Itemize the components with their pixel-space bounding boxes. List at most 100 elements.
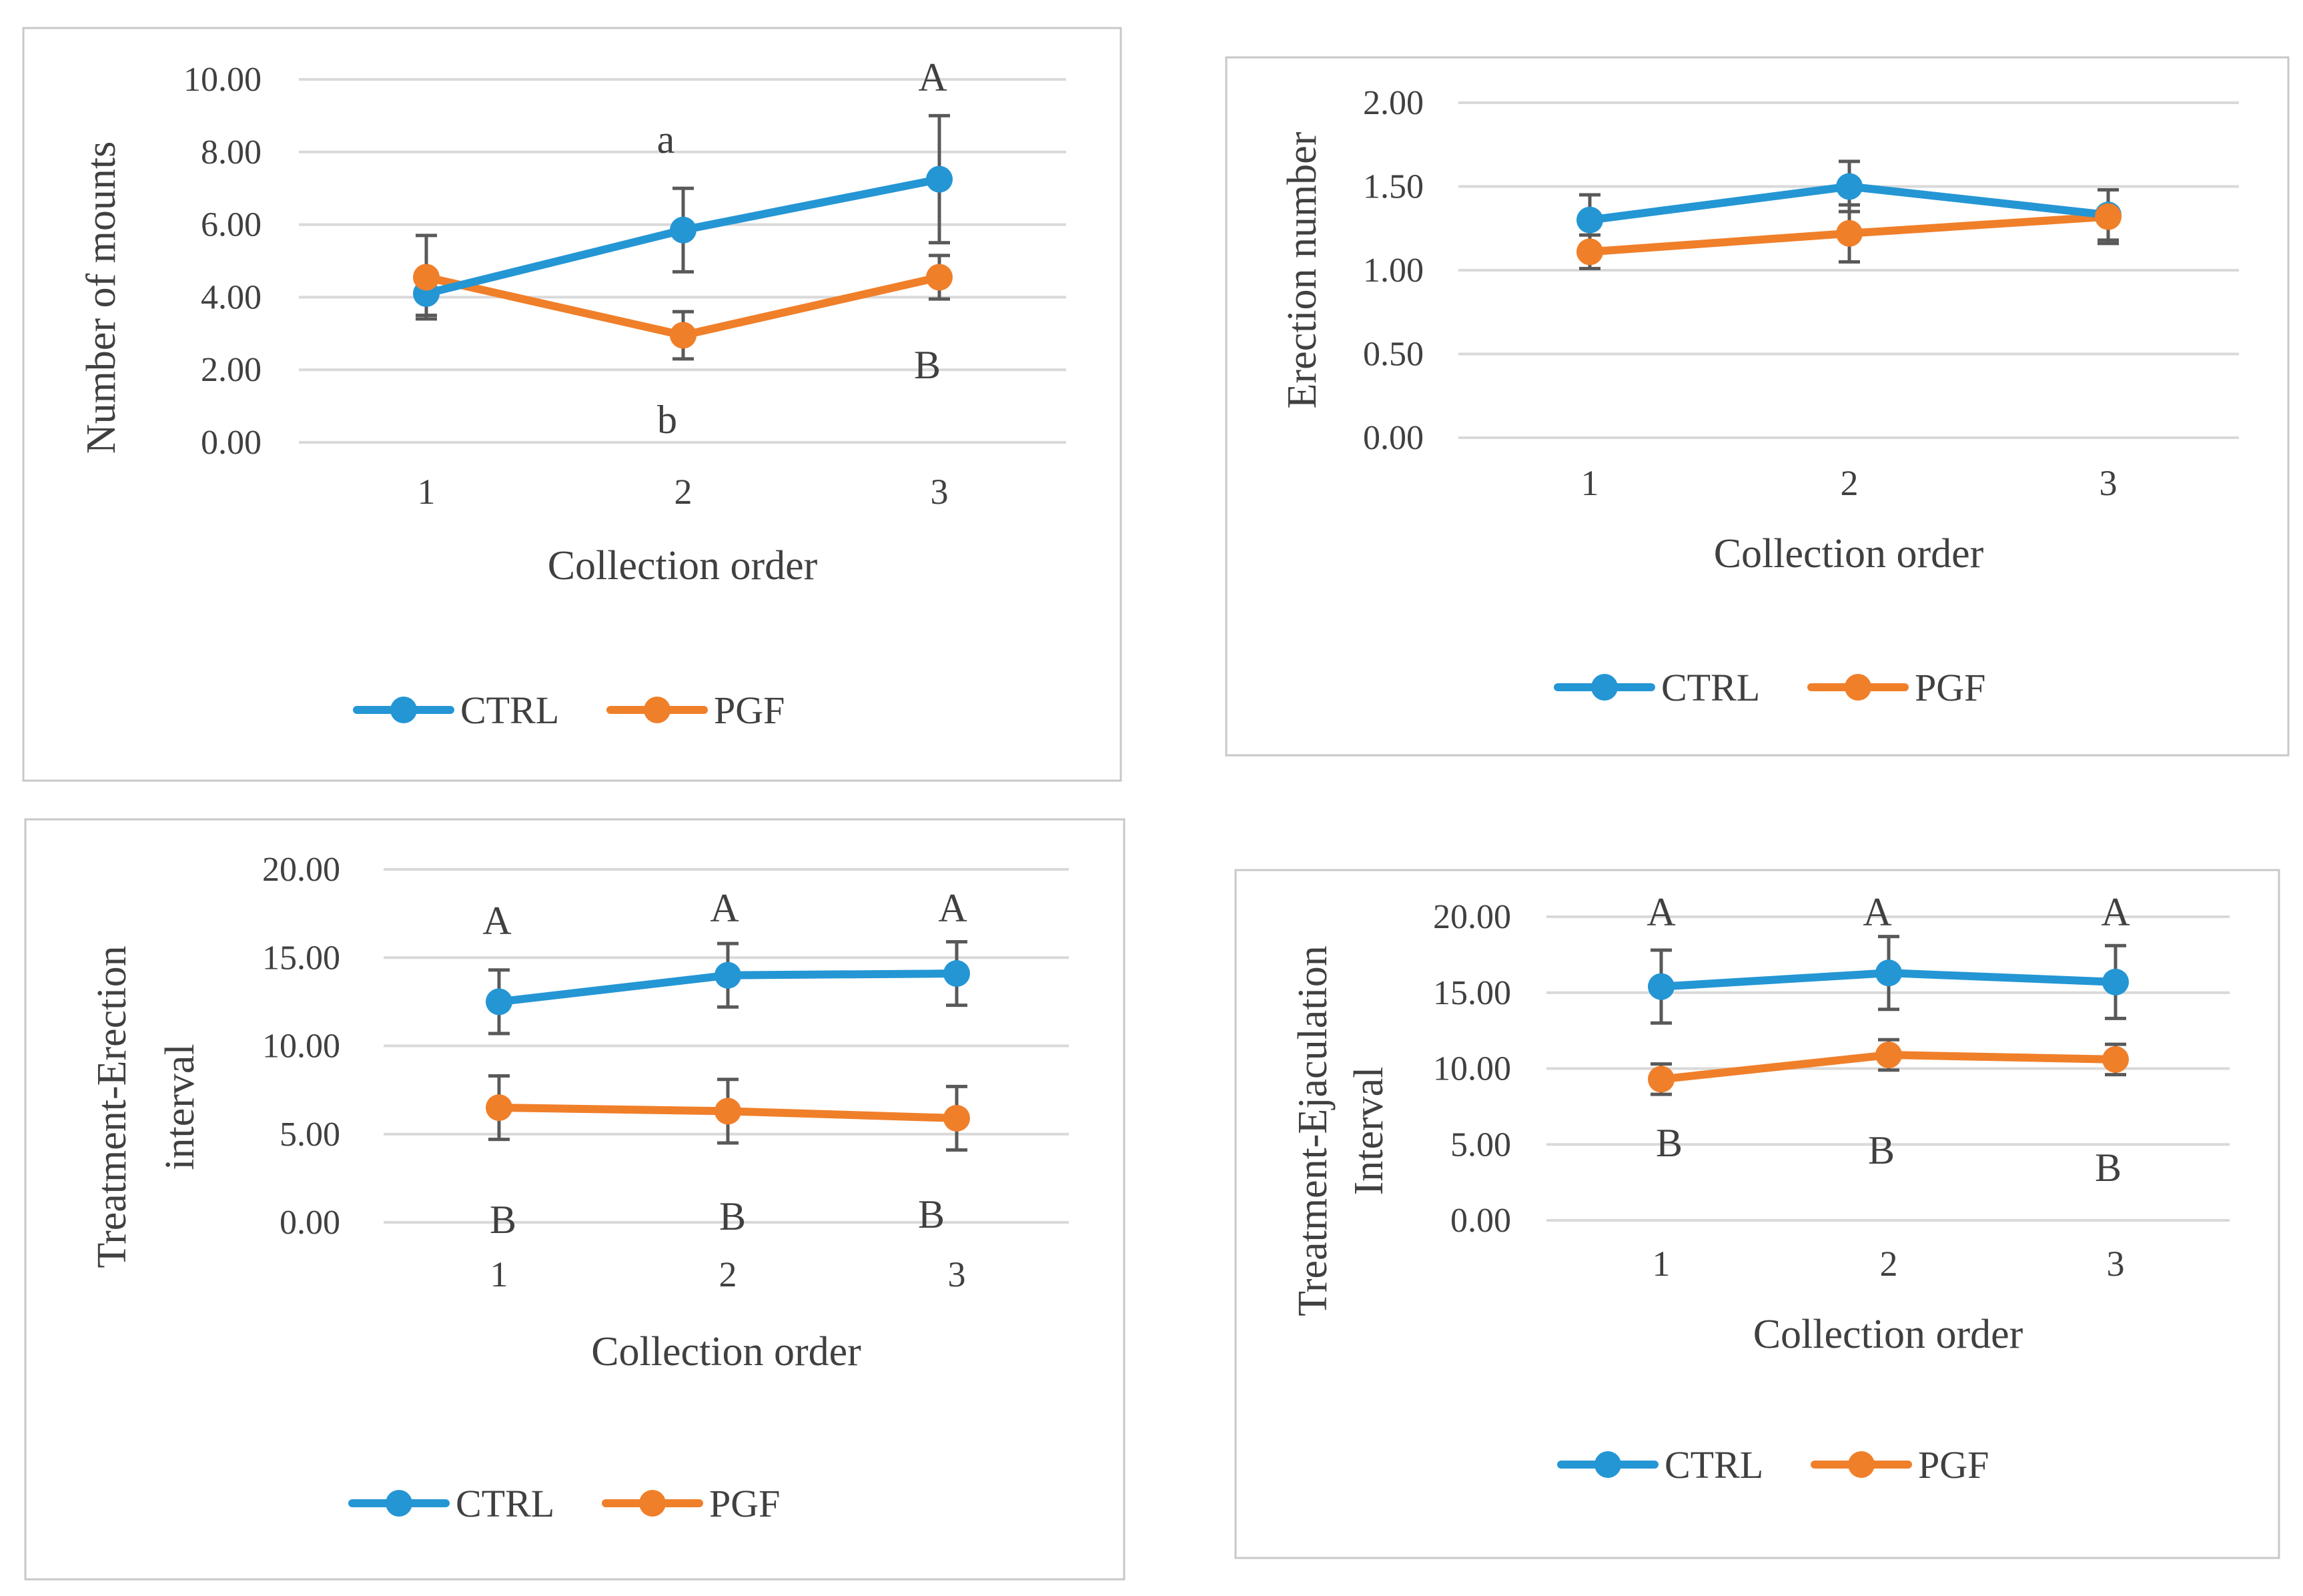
y-tick-label: 2.00 xyxy=(1363,84,1424,122)
significance-letter: A xyxy=(2101,890,2130,934)
y-tick-label: 0.00 xyxy=(201,424,262,462)
data-point-ctrl xyxy=(1836,173,1863,200)
legend-marker-pgf xyxy=(1848,1451,1875,1478)
significance-letter: A xyxy=(482,899,511,943)
data-point-ctrl xyxy=(2102,968,2129,995)
y-axis-title: Number of mounts xyxy=(79,141,124,454)
y-tick-label: 10.00 xyxy=(1433,1050,1511,1088)
significance-letter: A xyxy=(710,886,739,930)
y-tick-label: 1.00 xyxy=(1363,252,1424,290)
x-tick-label: 3 xyxy=(2100,463,2118,503)
significance-letter: A xyxy=(1647,890,1675,934)
y-axis-title: interval xyxy=(157,1044,203,1170)
significance-letter: B xyxy=(2095,1146,2122,1190)
x-tick-label: 1 xyxy=(418,472,436,512)
significance-letter: A xyxy=(1863,890,1891,934)
significance-letter: B xyxy=(490,1198,516,1242)
data-point-pgf xyxy=(413,264,440,291)
x-tick-label: 2 xyxy=(719,1254,737,1294)
data-point-ctrl xyxy=(943,960,970,987)
y-tick-label: 8.00 xyxy=(201,133,262,171)
significance-letter: B xyxy=(719,1194,746,1238)
x-tick-label: 2 xyxy=(1880,1244,1898,1284)
data-point-pgf xyxy=(715,1098,741,1125)
data-point-pgf xyxy=(943,1104,970,1132)
legend-label-pgf: PGF xyxy=(714,689,785,732)
legend-marker-pgf xyxy=(639,1490,666,1517)
data-point-pgf xyxy=(926,264,953,291)
data-point-pgf xyxy=(1836,220,1863,247)
legend-label-ctrl: CTRL xyxy=(456,1482,554,1525)
significance-letter: B xyxy=(1656,1121,1683,1165)
legend-marker-ctrl xyxy=(1591,674,1618,701)
y-tick-label: 20.00 xyxy=(1433,898,1511,936)
chart-panel-1: 0.00 2.00 4.00 6.00 8.00 10.00 1 2 3 Collection o… xyxy=(22,27,1122,782)
data-point-ctrl xyxy=(1648,973,1675,1000)
significance-letter: B xyxy=(1868,1128,1895,1172)
x-tick-label: 1 xyxy=(1653,1244,1671,1284)
data-point-pgf xyxy=(1648,1066,1675,1093)
legend-label-ctrl: CTRL xyxy=(460,689,559,732)
data-point-pgf xyxy=(2102,1046,2129,1073)
y-tick-label: 0.50 xyxy=(1363,336,1424,374)
significance-letter: A xyxy=(918,55,947,99)
y-tick-label: 0.00 xyxy=(1450,1202,1511,1240)
data-point-pgf xyxy=(1875,1042,1902,1069)
data-point-pgf xyxy=(670,322,697,349)
x-axis-title: Collection order xyxy=(1714,531,1984,576)
y-axis-title: Treatment-Ejaculation xyxy=(1290,945,1336,1316)
y-tick-label: 5.00 xyxy=(280,1116,340,1154)
data-point-pgf xyxy=(2095,203,2122,230)
data-point-ctrl xyxy=(926,165,953,193)
panel-border xyxy=(22,27,1122,782)
y-tick-label: 10.00 xyxy=(262,1028,340,1066)
y-tick-label: 0.00 xyxy=(280,1204,340,1242)
x-tick-label: 2 xyxy=(674,472,693,512)
data-point-pgf xyxy=(1576,238,1603,266)
significance-letter: a xyxy=(657,117,675,161)
x-tick-label: 3 xyxy=(931,472,949,512)
x-axis-title: Collection order xyxy=(1753,1312,2023,1357)
y-axis-title: Interval xyxy=(1346,1067,1392,1196)
x-tick-label: 2 xyxy=(1841,463,1859,503)
legend-label-ctrl: CTRL xyxy=(1661,666,1760,709)
x-tick-label: 3 xyxy=(2107,1244,2125,1284)
x-axis-title: Collection order xyxy=(591,1329,861,1374)
x-tick-label: 1 xyxy=(490,1254,508,1294)
y-tick-label: 6.00 xyxy=(201,206,262,244)
legend-marker-ctrl xyxy=(1594,1451,1621,1478)
legend-marker-ctrl xyxy=(390,697,417,723)
data-point-ctrl xyxy=(1576,206,1603,234)
significance-letter: B xyxy=(914,343,941,387)
legend-label-ctrl: CTRL xyxy=(1665,1443,1763,1487)
x-tick-label: 1 xyxy=(1581,463,1599,503)
significance-letter: B xyxy=(918,1192,945,1236)
data-point-pgf xyxy=(486,1094,512,1122)
y-tick-label: 15.00 xyxy=(1433,974,1511,1012)
legend-label-pgf: PGF xyxy=(1915,666,1985,709)
legend-marker-pgf xyxy=(644,697,670,723)
legend-label-pgf: PGF xyxy=(709,1482,780,1525)
significance-letter: b xyxy=(657,398,677,442)
x-tick-label: 3 xyxy=(948,1254,966,1294)
significance-letter: A xyxy=(938,886,967,930)
data-point-ctrl xyxy=(715,961,741,989)
chart-panel-2: 0.00 0.50 1.00 1.50 2.00 1 2 3 Collection order E… xyxy=(1225,56,2290,757)
y-tick-label: 1.50 xyxy=(1363,168,1424,206)
y-tick-label: 15.00 xyxy=(262,939,340,977)
legend-label-pgf: PGF xyxy=(1918,1443,1989,1487)
data-point-ctrl xyxy=(486,988,512,1016)
y-tick-label: 20.00 xyxy=(262,851,340,889)
y-tick-label: 10.00 xyxy=(183,61,262,99)
panel-border xyxy=(24,818,1125,1581)
panel-border xyxy=(1225,56,2290,757)
y-tick-label: 5.00 xyxy=(1450,1126,1511,1164)
chart-panel-3: 0.00 5.00 10.00 15.00 20.00 1 2 3 Collection ord… xyxy=(24,818,1125,1581)
legend-marker-pgf xyxy=(1845,674,1871,701)
y-axis-title: Treatment-Erection xyxy=(89,945,135,1268)
chart-panel-4: 0.00 5.00 10.00 15.00 20.00 1 2 3 Collection ord… xyxy=(1234,869,2280,1559)
data-point-ctrl xyxy=(670,216,697,244)
y-axis-title: Erection number xyxy=(1280,131,1325,408)
y-tick-label: 2.00 xyxy=(201,351,262,389)
